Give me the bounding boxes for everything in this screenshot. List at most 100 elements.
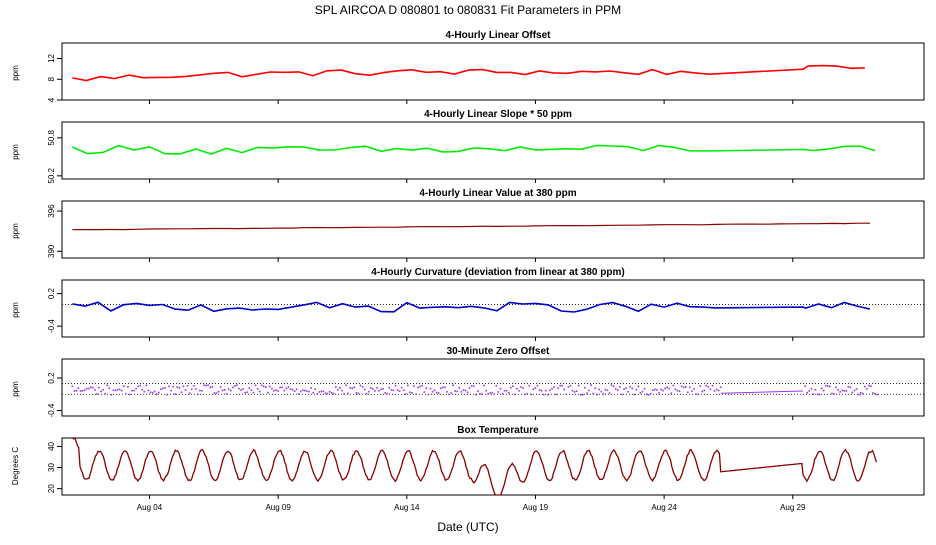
data-point bbox=[295, 388, 298, 391]
data-point bbox=[435, 391, 438, 394]
panel-title: 4-Hourly Linear Offset bbox=[445, 30, 551, 41]
data-point bbox=[79, 390, 82, 392]
data-point bbox=[256, 388, 259, 390]
panel-title: 30-Minute Zero Offset bbox=[447, 346, 550, 357]
data-point bbox=[454, 390, 456, 392]
data-point bbox=[625, 387, 627, 390]
data-point bbox=[141, 388, 144, 391]
plot-frame bbox=[61, 279, 925, 338]
data-point bbox=[497, 391, 500, 393]
data-point bbox=[684, 386, 687, 388]
data-point bbox=[211, 386, 214, 388]
data-point bbox=[707, 386, 710, 388]
data-point bbox=[573, 391, 576, 393]
data-point bbox=[479, 392, 481, 395]
data-point bbox=[577, 384, 580, 387]
data-point bbox=[330, 391, 333, 394]
plot-frame bbox=[61, 121, 925, 180]
data-point bbox=[693, 388, 695, 390]
y-tick-label: 0.2 bbox=[47, 287, 56, 299]
data-point bbox=[717, 389, 720, 392]
data-point bbox=[199, 389, 201, 392]
data-point bbox=[656, 389, 658, 391]
data-point bbox=[351, 387, 354, 390]
data-point bbox=[326, 392, 329, 395]
data-point bbox=[470, 384, 473, 387]
data-point bbox=[168, 385, 170, 388]
data-point bbox=[691, 390, 693, 392]
panel-title: Box Temperature bbox=[457, 425, 539, 436]
data-point bbox=[289, 388, 292, 391]
data-point bbox=[631, 387, 634, 390]
data-point bbox=[507, 392, 510, 394]
data-point bbox=[192, 385, 195, 387]
data-point bbox=[94, 389, 96, 391]
data-point bbox=[73, 390, 76, 392]
data-point bbox=[528, 384, 531, 387]
panel-plot-6: 20 30 40 Aug 04 Aug 09 Aug 14 Aug 19 Aug 24 Aug … bbox=[47, 437, 925, 512]
data-point bbox=[660, 388, 662, 391]
panel-title: 4-Hourly Linear Value at 380 ppm bbox=[419, 188, 576, 199]
data-point bbox=[472, 385, 475, 388]
data-point bbox=[600, 390, 603, 393]
y-tick-label: 12 bbox=[47, 54, 56, 63]
y-tick-label: 50.8 bbox=[47, 130, 56, 146]
data-point bbox=[304, 389, 306, 392]
data-point bbox=[112, 389, 115, 392]
data-point bbox=[182, 385, 185, 388]
data-point bbox=[225, 392, 228, 395]
data-point bbox=[557, 387, 559, 389]
data-point bbox=[221, 389, 224, 392]
data-point bbox=[283, 389, 286, 392]
data-point bbox=[419, 385, 421, 388]
data-point bbox=[437, 392, 440, 394]
data-point bbox=[532, 388, 535, 391]
data-point bbox=[390, 389, 393, 391]
data-point bbox=[713, 390, 716, 392]
panel-curvature: 4-Hourly Curvature (deviation from linea… bbox=[11, 267, 625, 318]
data-point bbox=[596, 393, 599, 396]
data-point bbox=[553, 386, 555, 388]
data-point bbox=[359, 384, 362, 387]
data-point bbox=[81, 390, 84, 392]
figure-title: SPL AIRCOA D 080801 to 080831 Fit Parame… bbox=[315, 3, 621, 17]
data-point bbox=[662, 389, 664, 392]
data-point bbox=[234, 385, 236, 387]
data-point bbox=[456, 390, 459, 393]
data-point bbox=[509, 386, 512, 389]
data-point bbox=[670, 392, 673, 395]
panel-plot-5: -0.4 0.2 bbox=[47, 358, 925, 420]
data-point bbox=[602, 392, 605, 395]
data-point bbox=[448, 393, 450, 396]
data-point bbox=[279, 386, 282, 389]
data-point bbox=[851, 391, 854, 394]
data-point bbox=[571, 389, 574, 392]
data-point bbox=[197, 393, 199, 396]
data-point bbox=[703, 389, 706, 392]
x-tick-label: Aug 29 bbox=[780, 503, 806, 512]
data-point bbox=[633, 393, 636, 396]
y-tick-label: 0.2 bbox=[47, 372, 56, 384]
data-point bbox=[547, 393, 549, 396]
data-point bbox=[291, 388, 294, 391]
data-point bbox=[672, 384, 675, 387]
data-point bbox=[413, 385, 415, 387]
data-point bbox=[339, 386, 341, 389]
data-point bbox=[569, 384, 572, 387]
data-point bbox=[460, 391, 463, 393]
data-point bbox=[629, 385, 631, 388]
data-point bbox=[686, 391, 689, 394]
data-point bbox=[232, 386, 234, 389]
data-point bbox=[236, 384, 238, 387]
data-point bbox=[153, 390, 156, 393]
data-point bbox=[104, 392, 107, 395]
data-point bbox=[170, 389, 172, 392]
data-point bbox=[680, 385, 683, 388]
data-point bbox=[826, 385, 829, 387]
data-point bbox=[864, 385, 866, 388]
data-point bbox=[639, 392, 642, 394]
data-point bbox=[579, 393, 582, 396]
data-point bbox=[711, 384, 714, 387]
data-point bbox=[205, 384, 207, 387]
